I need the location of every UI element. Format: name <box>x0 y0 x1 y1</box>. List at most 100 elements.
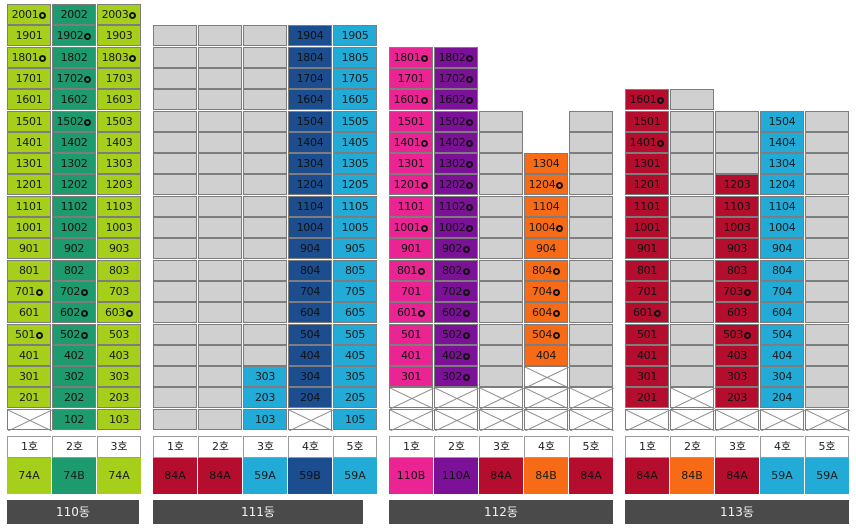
unit-cell[interactable]: 802 <box>52 260 96 281</box>
unit-cell[interactable]: 1104 <box>288 196 332 217</box>
unit-cell[interactable]: 1503 <box>97 111 141 132</box>
unit-cell[interactable]: 1501 <box>389 111 433 132</box>
unit-cell[interactable]: 1003 <box>97 217 141 238</box>
unit-cell[interactable]: 1403 <box>97 132 141 153</box>
unit-cell[interactable]: 1805 <box>333 47 377 68</box>
unit-cell[interactable]: 1304 <box>524 153 568 174</box>
unit-cell[interactable]: 1203 <box>715 174 759 195</box>
unit-cell[interactable]: 1201 <box>7 174 51 195</box>
unit-cell[interactable]: 1904 <box>288 25 332 46</box>
unit-cell[interactable]: 802 <box>434 260 478 281</box>
unit-cell[interactable]: 602 <box>52 302 96 323</box>
unit-cell[interactable]: 1902 <box>52 25 96 46</box>
unit-cell[interactable]: 804 <box>524 260 568 281</box>
unit-cell[interactable]: 604 <box>524 302 568 323</box>
unit-cell[interactable]: 1801 <box>389 47 433 68</box>
unit-cell[interactable]: 603 <box>97 302 141 323</box>
unit-cell[interactable]: 203 <box>243 387 287 408</box>
unit-cell[interactable]: 302 <box>52 366 96 387</box>
unit-cell[interactable]: 1601 <box>389 89 433 110</box>
unit-cell[interactable]: 702 <box>52 281 96 302</box>
unit-cell[interactable]: 305 <box>333 366 377 387</box>
unit-cell[interactable]: 201 <box>7 387 51 408</box>
unit-cell[interactable]: 1105 <box>333 196 377 217</box>
unit-cell[interactable]: 904 <box>760 238 804 259</box>
unit-cell[interactable]: 705 <box>333 281 377 302</box>
unit-cell[interactable]: 402 <box>434 345 478 366</box>
unit-cell[interactable]: 1001 <box>625 217 669 238</box>
unit-cell[interactable]: 501 <box>625 324 669 345</box>
unit-cell[interactable]: 1103 <box>97 196 141 217</box>
unit-cell[interactable]: 1104 <box>760 196 804 217</box>
unit-cell[interactable]: 402 <box>52 345 96 366</box>
unit-cell[interactable]: 502 <box>52 324 96 345</box>
unit-cell[interactable]: 1101 <box>7 196 51 217</box>
unit-cell[interactable]: 701 <box>389 281 433 302</box>
unit-cell[interactable]: 1305 <box>333 153 377 174</box>
unit-cell[interactable]: 303 <box>243 366 287 387</box>
unit-cell[interactable]: 405 <box>333 345 377 366</box>
unit-cell[interactable]: 1602 <box>434 89 478 110</box>
unit-cell[interactable]: 604 <box>760 302 804 323</box>
unit-cell[interactable]: 301 <box>7 366 51 387</box>
unit-cell[interactable]: 205 <box>333 387 377 408</box>
unit-cell[interactable]: 301 <box>625 366 669 387</box>
unit-cell[interactable]: 1504 <box>288 111 332 132</box>
unit-cell[interactable]: 1304 <box>760 153 804 174</box>
unit-cell[interactable]: 503 <box>715 324 759 345</box>
unit-cell[interactable]: 102 <box>52 409 96 430</box>
unit-cell[interactable]: 1404 <box>760 132 804 153</box>
unit-cell[interactable]: 1301 <box>389 153 433 174</box>
unit-cell[interactable]: 801 <box>389 260 433 281</box>
unit-cell[interactable]: 1302 <box>434 153 478 174</box>
unit-cell[interactable]: 1603 <box>97 89 141 110</box>
unit-cell[interactable]: 1905 <box>333 25 377 46</box>
unit-cell[interactable]: 404 <box>760 345 804 366</box>
unit-cell[interactable]: 1401 <box>7 132 51 153</box>
unit-cell[interactable]: 1401 <box>625 132 669 153</box>
unit-cell[interactable]: 1102 <box>52 196 96 217</box>
unit-cell[interactable]: 401 <box>389 345 433 366</box>
unit-cell[interactable]: 904 <box>288 238 332 259</box>
unit-cell[interactable]: 404 <box>524 345 568 366</box>
unit-cell[interactable]: 1405 <box>333 132 377 153</box>
unit-cell[interactable]: 1803 <box>97 47 141 68</box>
unit-cell[interactable]: 1502 <box>434 111 478 132</box>
unit-cell[interactable]: 1101 <box>389 196 433 217</box>
unit-cell[interactable]: 504 <box>524 324 568 345</box>
unit-cell[interactable]: 202 <box>52 387 96 408</box>
unit-cell[interactable]: 803 <box>97 260 141 281</box>
unit-cell[interactable]: 1601 <box>625 89 669 110</box>
unit-cell[interactable]: 902 <box>52 238 96 259</box>
unit-cell[interactable]: 704 <box>524 281 568 302</box>
unit-cell[interactable]: 1001 <box>389 217 433 238</box>
unit-cell[interactable]: 904 <box>524 238 568 259</box>
unit-cell[interactable]: 1205 <box>333 174 377 195</box>
unit-cell[interactable]: 804 <box>288 260 332 281</box>
unit-cell[interactable]: 801 <box>7 260 51 281</box>
unit-cell[interactable]: 1104 <box>524 196 568 217</box>
unit-cell[interactable]: 703 <box>715 281 759 302</box>
unit-cell[interactable]: 103 <box>97 409 141 430</box>
unit-cell[interactable]: 105 <box>333 409 377 430</box>
unit-cell[interactable]: 204 <box>760 387 804 408</box>
unit-cell[interactable]: 2002 <box>52 4 96 25</box>
unit-cell[interactable]: 1301 <box>625 153 669 174</box>
unit-cell[interactable]: 403 <box>97 345 141 366</box>
unit-cell[interactable]: 902 <box>434 238 478 259</box>
unit-cell[interactable]: 905 <box>333 238 377 259</box>
unit-cell[interactable]: 1703 <box>97 68 141 89</box>
unit-cell[interactable]: 1801 <box>7 47 51 68</box>
unit-cell[interactable]: 1601 <box>7 89 51 110</box>
unit-cell[interactable]: 1705 <box>333 68 377 89</box>
unit-cell[interactable]: 605 <box>333 302 377 323</box>
unit-cell[interactable]: 2003 <box>97 4 141 25</box>
unit-cell[interactable]: 702 <box>434 281 478 302</box>
unit-cell[interactable]: 903 <box>715 238 759 259</box>
unit-cell[interactable]: 1204 <box>524 174 568 195</box>
unit-cell[interactable]: 302 <box>434 366 478 387</box>
unit-cell[interactable]: 505 <box>333 324 377 345</box>
unit-cell[interactable]: 403 <box>715 345 759 366</box>
unit-cell[interactable]: 1302 <box>52 153 96 174</box>
unit-cell[interactable]: 2001 <box>7 4 51 25</box>
